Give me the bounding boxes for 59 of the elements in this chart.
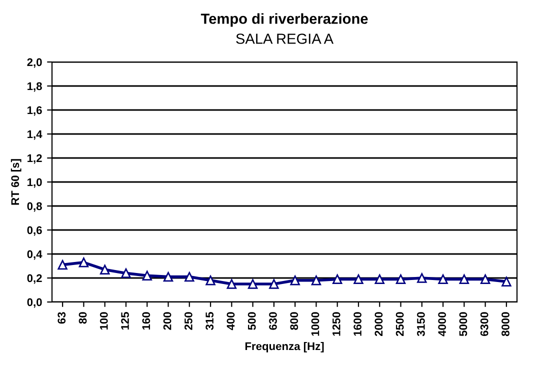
point — [438, 274, 448, 284]
point — [311, 276, 322, 286]
x-tick-label: 500 — [248, 312, 256, 330]
x-tick-label: 630 — [269, 312, 277, 330]
x-tick-label: 8000 — [502, 312, 510, 336]
point — [142, 270, 152, 280]
point — [184, 272, 194, 282]
point — [502, 276, 512, 286]
point — [226, 279, 237, 289]
point — [459, 274, 470, 284]
x-tick-label: 5000 — [459, 312, 468, 336]
x-tick-label: 100 — [100, 312, 108, 330]
point — [480, 274, 490, 284]
x-tick-label: 2500 — [396, 312, 404, 336]
x-tick-label: 3150 — [417, 312, 425, 336]
x-tick-label: 160 — [142, 312, 150, 330]
y-tick-label: 2,0 — [27, 58, 42, 68]
x-tick-label: 400 — [226, 312, 235, 330]
x-axis-title: Frequenza [Hz] — [245, 342, 324, 352]
x-tick-label: 800 — [290, 312, 298, 330]
x-tick-label: 2000 — [374, 312, 383, 336]
y-tick-label: 1,0 — [28, 178, 42, 188]
y-tick-label: 0,6 — [27, 226, 42, 236]
point — [121, 268, 131, 278]
x-tick-label: 63 — [58, 312, 66, 324]
point — [163, 272, 174, 282]
point — [290, 276, 300, 286]
x-tick-label: 1000 — [311, 312, 320, 336]
point — [332, 274, 342, 284]
x-tick-label: 200 — [163, 312, 172, 330]
x-tick-label: 4000 — [438, 312, 446, 336]
point — [354, 274, 364, 284]
x-tick-label: 1250 — [332, 312, 340, 336]
x-tick-label: 80 — [78, 312, 87, 324]
point — [374, 274, 384, 284]
point — [206, 276, 216, 286]
y-axis-title: RT 60 [s] — [10, 159, 22, 205]
x-tick-label: 6300 — [480, 312, 488, 336]
point — [100, 264, 110, 274]
x-tick-label: 125 — [121, 312, 129, 330]
point — [58, 260, 68, 270]
point — [269, 279, 279, 289]
x-tick-label: 1600 — [354, 312, 362, 336]
y-tick-label: 0,4 — [27, 250, 42, 260]
point — [78, 258, 89, 268]
point — [396, 274, 406, 284]
chart-title: Tempo di riverberazione — [200, 13, 368, 27]
y-tick-label: 0,0 — [27, 298, 42, 308]
y-tick-label: 1,8 — [28, 82, 42, 92]
point — [248, 279, 258, 289]
y-tick-label: 1,6 — [28, 106, 42, 116]
y-tick-label: 0,2 — [27, 274, 42, 284]
y-tick-label: 1,2 — [28, 154, 42, 164]
point — [417, 273, 427, 283]
chart-subtitle: SALA REGIA A — [236, 34, 334, 44]
x-tick-label: 250 — [184, 312, 192, 330]
y-tick-label: 0,8 — [27, 202, 42, 212]
x-tick-label: 315 — [206, 312, 214, 330]
y-tick-label: 1,4 — [28, 130, 42, 140]
